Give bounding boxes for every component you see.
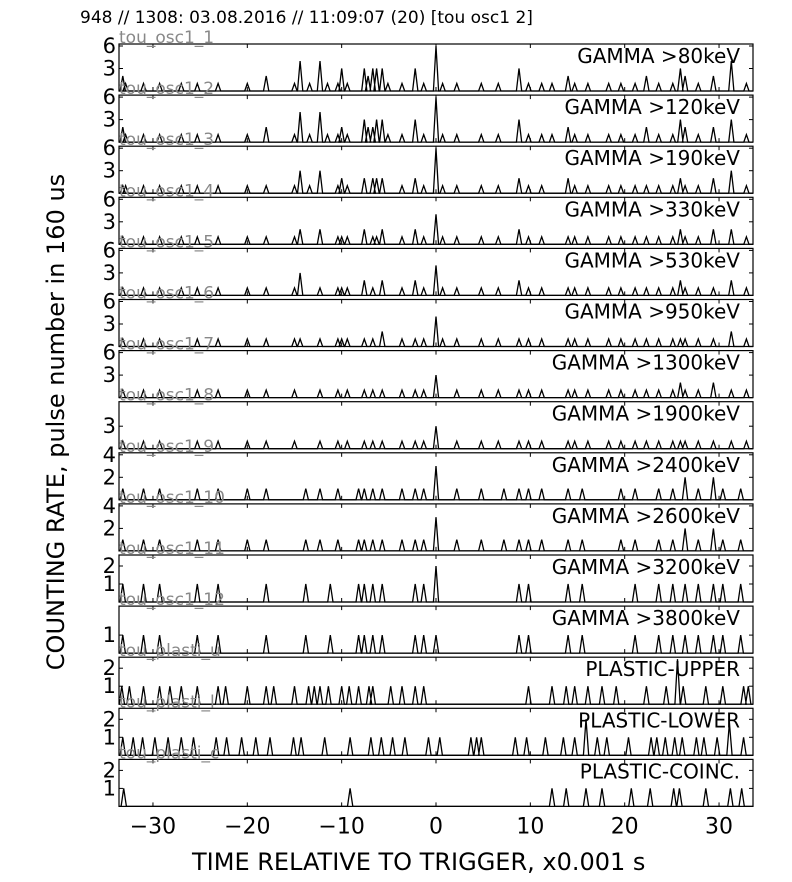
y-tick-label: 6: [103, 290, 116, 314]
channel-label: GAMMA >190keV: [564, 146, 740, 170]
y-tick-label: 2: [103, 554, 116, 578]
panel-tou_osc1_3: 36 tou_osc1_3 GAMMA >190keV: [103, 130, 754, 194]
series-line: [119, 426, 753, 450]
series-id-label: tou_osc1_8: [119, 386, 214, 406]
panel-tou_osc1_5: 36 tou_osc1_5 GAMMA >530keV: [103, 232, 754, 297]
y-tick-label: 3: [103, 210, 116, 234]
y-tick-label: 6: [103, 34, 116, 58]
series-id-label: tou_osc1_3: [119, 130, 214, 150]
y-tick-label: 3: [103, 159, 116, 183]
channel-label: GAMMA >80keV: [577, 44, 740, 68]
series-line: [119, 97, 753, 143]
y-tick-label: 2: [103, 707, 116, 731]
y-tick-label: 4: [103, 494, 116, 518]
channel-label: GAMMA >950keV: [564, 300, 740, 324]
y-tick-label: 1: [103, 776, 116, 800]
series-line: [119, 719, 753, 756]
series-line: [118, 659, 753, 705]
series-id-label: tou_osc1_7: [119, 335, 214, 355]
channel-label: PLASTIC-UPPER: [585, 657, 740, 681]
chart-header: 948 // 1308: 03.08.2016 // 11:09:07 (20)…: [80, 8, 533, 28]
series-id-label: tou_plasti_u: [119, 641, 221, 661]
series-line: [119, 565, 753, 603]
y-tick-label: 6: [103, 136, 116, 160]
y-axis-label: COUNTING RATE, pulse number in 160 us: [42, 173, 70, 671]
series-line: [119, 45, 753, 92]
series-id-label: tou_osc1_11: [119, 539, 225, 559]
channel-label: GAMMA >330keV: [564, 197, 740, 221]
y-tick-label: 6: [103, 85, 116, 109]
x-tick-label: 10: [516, 814, 544, 839]
x-tick-label: 30: [705, 814, 733, 839]
y-tick-label: 3: [103, 108, 116, 132]
y-tick-label: 2: [103, 758, 116, 782]
series-id-label: tou_osc1_4: [119, 181, 214, 201]
series-line: [119, 148, 753, 194]
panel-tou_osc1_9: 24 tou_osc1_9 GAMMA >2400keV: [103, 437, 754, 501]
x-tick-label: −10: [318, 814, 364, 839]
series-id-label: tou_osc1_12: [119, 590, 225, 610]
y-tick-label: 3: [103, 57, 116, 81]
y-tick-label: 6: [103, 187, 116, 211]
y-tick-label: 2: [103, 465, 116, 489]
series-id-label: tou_osc1_1: [119, 28, 214, 48]
channel-label: GAMMA >2400keV: [552, 453, 741, 477]
series-id-label: tou_plasti_l: [119, 692, 215, 712]
series-id-label: tou_plasti_c: [119, 743, 219, 763]
y-tick-label: 2: [103, 516, 116, 540]
series-line: [119, 375, 753, 399]
series-line: [119, 517, 753, 552]
y-tick-label: 2: [103, 656, 116, 680]
channel-label: PLASTIC-LOWER: [578, 708, 740, 732]
channel-label: GAMMA >3800keV: [552, 606, 741, 630]
channel-label: GAMMA >120keV: [564, 95, 740, 119]
panel-tou_osc1_2: 36 tou_osc1_2 GAMMA >120keV: [103, 79, 754, 143]
series-id-label: tou_osc1_2: [119, 79, 214, 99]
x-tick-label: −30: [130, 814, 176, 839]
y-tick-label: 1: [103, 572, 116, 596]
panel-tou_osc1_7: 36 tou_osc1_7 GAMMA >1300keV: [103, 335, 754, 399]
panel-tou_osc1_6: 36 tou_osc1_6 GAMMA >950keV: [103, 284, 754, 348]
panel-tou_osc1_1: 36 tou_osc1_1 GAMMA >80keV: [103, 28, 754, 92]
x-tick-label: 0: [429, 814, 443, 839]
y-tick-label: 3: [103, 414, 116, 438]
series-line: [119, 265, 753, 297]
series-id-label: tou_osc1_10: [119, 488, 225, 508]
y-tick-label: 6: [103, 341, 116, 365]
channel-label: GAMMA >530keV: [564, 248, 740, 272]
series-id-label: tou_osc1_5: [119, 232, 214, 252]
channel-label: GAMMA >2600keV: [552, 504, 741, 528]
x-axis-label: TIME RELATIVE TO TRIGGER, x0.001 s: [192, 848, 646, 876]
y-tick-label: 6: [103, 238, 116, 262]
series-line: [119, 466, 753, 501]
y-tick-label: 3: [103, 312, 116, 336]
channel-label: GAMMA >1900keV: [552, 402, 741, 426]
series-line: [119, 214, 753, 245]
channel-label: PLASTIC-COINC.: [580, 759, 740, 783]
y-tick-label: 4: [103, 443, 116, 467]
x-tick-label: 20: [611, 814, 639, 839]
y-tick-label: 1: [103, 725, 116, 749]
panel-tou_osc1_10: 24 tou_osc1_10 GAMMA >2600keV: [103, 488, 754, 552]
panel-tou_osc1_4: 36 tou_osc1_4 GAMMA >330keV: [103, 181, 754, 245]
series-line: [119, 635, 753, 654]
y-tick-label: 3: [103, 261, 116, 285]
x-tick-label: −20: [224, 814, 270, 839]
series-line: [119, 316, 753, 348]
y-tick-label: 1: [103, 623, 116, 647]
channel-label: GAMMA >1300keV: [552, 351, 741, 375]
series-id-label: tou_osc1_9: [119, 437, 214, 457]
series-line: [119, 788, 753, 808]
y-tick-label: 1: [103, 674, 116, 698]
series-id-label: tou_osc1_6: [119, 284, 214, 304]
y-tick-label: 3: [103, 363, 116, 387]
channel-label: GAMMA >3200keV: [552, 555, 741, 579]
